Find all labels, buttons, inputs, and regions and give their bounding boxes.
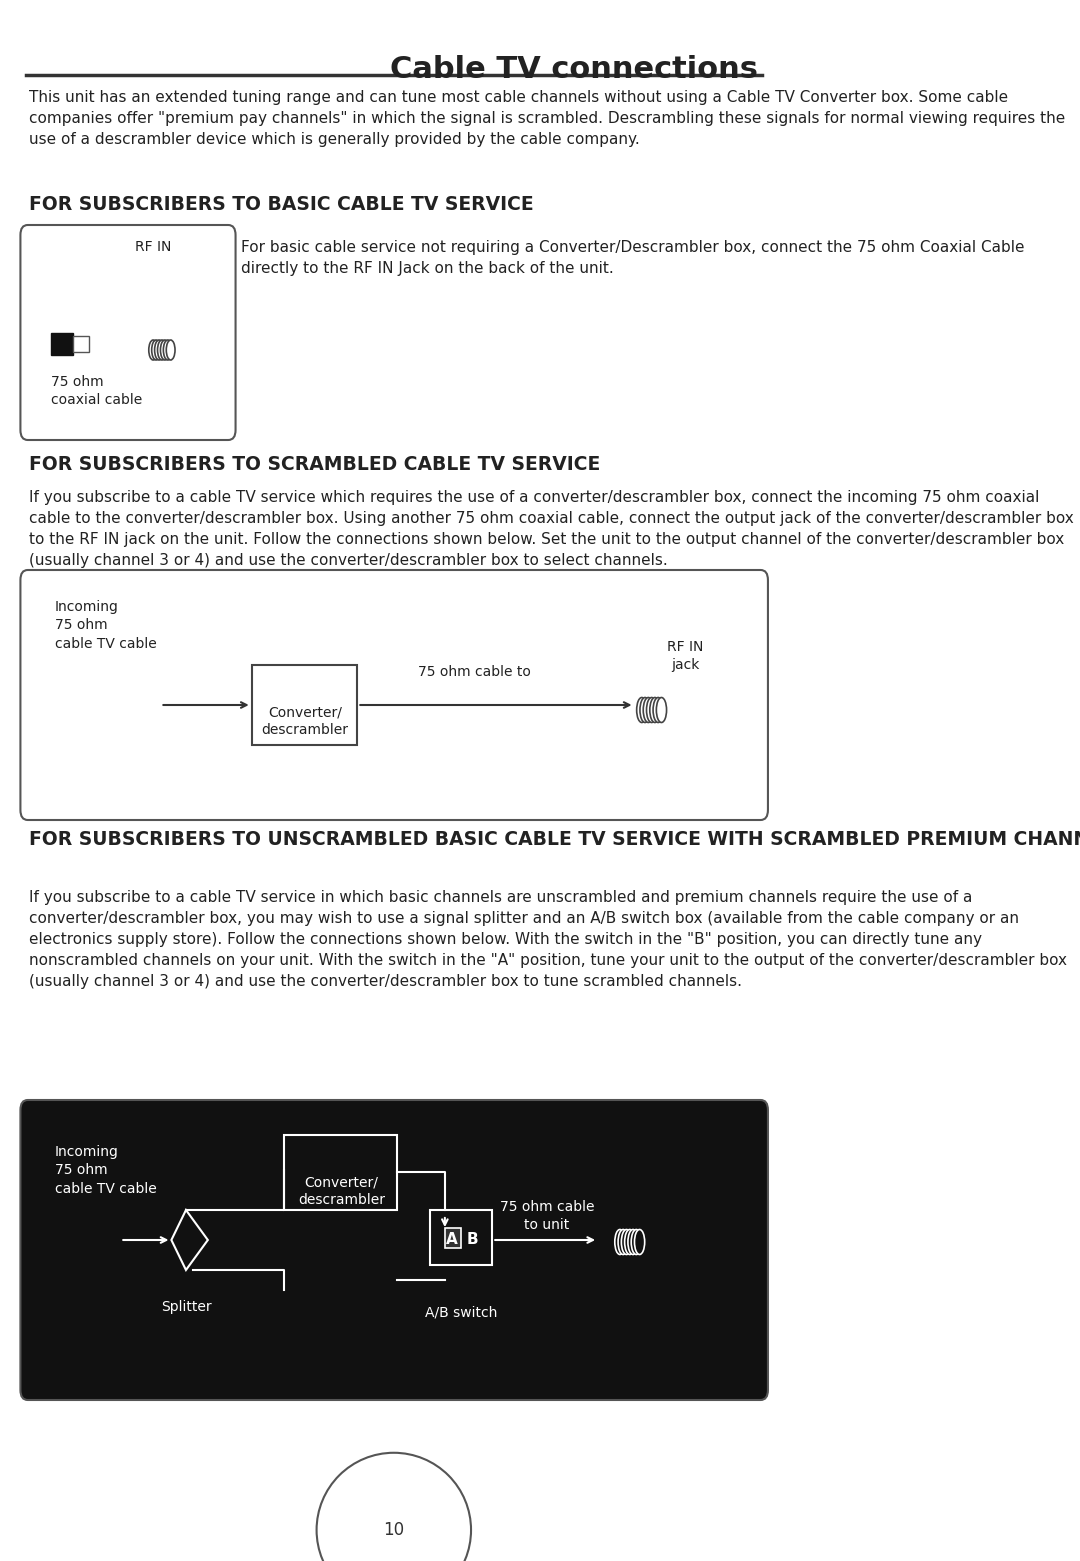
- FancyBboxPatch shape: [21, 225, 235, 440]
- Text: Incoming
75 ohm
cable TV cable: Incoming 75 ohm cable TV cable: [55, 1146, 157, 1196]
- Ellipse shape: [650, 698, 660, 723]
- Text: This unit has an extended tuning range and can tune most cable channels without : This unit has an extended tuning range a…: [29, 91, 1066, 147]
- Text: If you subscribe to a cable TV service in which basic channels are unscrambled a: If you subscribe to a cable TV service i…: [29, 890, 1067, 990]
- Text: Converter/
descrambler: Converter/ descrambler: [261, 706, 349, 737]
- Ellipse shape: [631, 1230, 642, 1255]
- Text: FOR SUBSCRIBERS TO SCRAMBLED CABLE TV SERVICE: FOR SUBSCRIBERS TO SCRAMBLED CABLE TV SE…: [29, 454, 600, 475]
- Text: A/B switch: A/B switch: [426, 1305, 498, 1319]
- Text: RF IN: RF IN: [135, 240, 172, 254]
- Text: If you subscribe to a cable TV service which requires the use of a converter/des: If you subscribe to a cable TV service w…: [29, 490, 1074, 568]
- Text: Splitter: Splitter: [161, 1300, 212, 1314]
- Ellipse shape: [161, 340, 170, 361]
- Text: A: A: [446, 1233, 458, 1247]
- Ellipse shape: [634, 1230, 645, 1255]
- Text: Incoming
75 ohm
cable TV cable: Incoming 75 ohm cable TV cable: [55, 599, 157, 651]
- Text: FOR SUBSCRIBERS TO UNSCRAMBLED BASIC CABLE TV SERVICE WITH SCRAMBLED PREMIUM CHA: FOR SUBSCRIBERS TO UNSCRAMBLED BASIC CAB…: [29, 830, 1080, 849]
- Ellipse shape: [637, 698, 647, 723]
- Ellipse shape: [624, 1230, 635, 1255]
- Ellipse shape: [644, 698, 653, 723]
- Ellipse shape: [166, 340, 175, 361]
- Text: B: B: [467, 1233, 478, 1247]
- FancyBboxPatch shape: [21, 1101, 768, 1400]
- Text: 75 ohm cable
to unit: 75 ohm cable to unit: [500, 1200, 594, 1232]
- Text: 75 ohm
coaxial cable: 75 ohm coaxial cable: [51, 375, 143, 407]
- Bar: [430, 1210, 492, 1264]
- Ellipse shape: [621, 1230, 632, 1255]
- Text: Converter/
descrambler: Converter/ descrambler: [298, 1175, 384, 1207]
- Text: Cable TV connections: Cable TV connections: [391, 55, 758, 84]
- Ellipse shape: [615, 1230, 625, 1255]
- Text: 10: 10: [383, 1520, 404, 1539]
- Text: For basic cable service not requiring a Converter/Descrambler box, connect the 7: For basic cable service not requiring a …: [241, 240, 1024, 276]
- Ellipse shape: [151, 340, 161, 361]
- Text: FOR SUBSCRIBERS TO BASIC CABLE TV SERVICE: FOR SUBSCRIBERS TO BASIC CABLE TV SERVIC…: [29, 195, 534, 214]
- Ellipse shape: [657, 698, 666, 723]
- Ellipse shape: [647, 698, 657, 723]
- Polygon shape: [172, 1210, 207, 1271]
- Ellipse shape: [627, 1230, 638, 1255]
- FancyBboxPatch shape: [21, 570, 768, 820]
- Ellipse shape: [149, 340, 158, 361]
- Bar: [284, 1135, 397, 1210]
- Ellipse shape: [154, 340, 163, 361]
- Text: 75 ohm cable to: 75 ohm cable to: [418, 665, 530, 679]
- Ellipse shape: [653, 698, 663, 723]
- Bar: [445, 1229, 461, 1247]
- Ellipse shape: [163, 340, 172, 361]
- Ellipse shape: [640, 698, 650, 723]
- Bar: [51, 332, 73, 354]
- Bar: [73, 336, 89, 351]
- Text: RF IN
jack: RF IN jack: [667, 640, 704, 673]
- Bar: [252, 665, 357, 745]
- Ellipse shape: [618, 1230, 629, 1255]
- Ellipse shape: [158, 340, 166, 361]
